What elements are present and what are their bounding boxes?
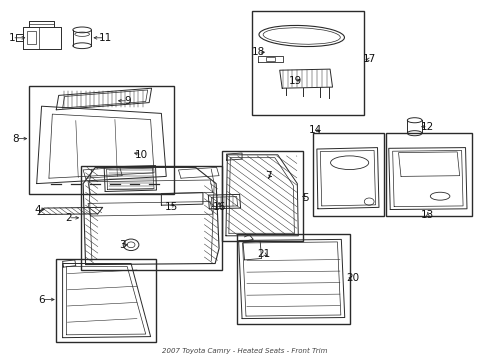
Bar: [251, 11, 364, 115]
Text: 15: 15: [164, 202, 178, 212]
Text: 4: 4: [35, 204, 41, 215]
Text: 7: 7: [264, 171, 271, 181]
Bar: [27, 31, 36, 44]
Text: 16: 16: [212, 202, 225, 212]
Bar: [81, 166, 222, 270]
Text: 13: 13: [420, 210, 434, 220]
Bar: [237, 234, 349, 324]
Text: 8: 8: [12, 134, 19, 144]
Text: 5: 5: [302, 193, 308, 203]
Bar: [386, 133, 471, 216]
Text: 18: 18: [251, 47, 264, 57]
Text: 9: 9: [124, 96, 131, 106]
Bar: [222, 151, 303, 241]
Bar: [29, 86, 173, 194]
Text: 2: 2: [65, 213, 72, 223]
Text: 20: 20: [346, 273, 359, 283]
Bar: [56, 259, 156, 342]
Text: 21: 21: [257, 249, 270, 259]
Bar: [312, 133, 383, 216]
Text: 11: 11: [98, 33, 112, 43]
Text: 17: 17: [362, 54, 375, 64]
Bar: [265, 57, 274, 61]
Text: 1: 1: [9, 33, 16, 43]
Text: 3: 3: [119, 240, 125, 250]
Text: 10: 10: [135, 150, 148, 160]
Text: 2007 Toyota Camry - Heated Seats - Front Trim: 2007 Toyota Camry - Heated Seats - Front…: [162, 347, 326, 354]
Text: 19: 19: [288, 76, 302, 86]
Text: 12: 12: [420, 122, 434, 132]
Text: 6: 6: [38, 294, 45, 305]
Text: 14: 14: [308, 125, 322, 135]
